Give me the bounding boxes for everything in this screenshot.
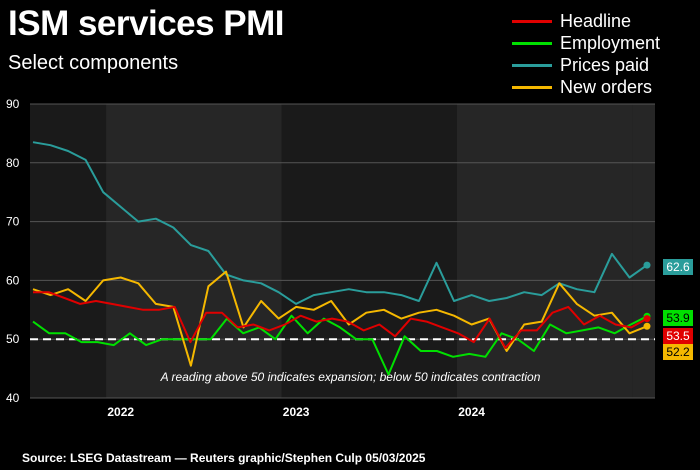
legend-item-new-orders: New orders — [512, 76, 660, 98]
legend-item-employment: Employment — [512, 32, 660, 54]
x-axis-ticks: 2022 2023 2024 — [107, 405, 485, 419]
end-label-employment: 53.9 — [666, 311, 690, 325]
y-tick-label: 60 — [6, 273, 20, 287]
y-axis-ticks: 40 50 60 70 80 90 — [6, 97, 20, 405]
legend-swatch-headline — [512, 19, 552, 23]
x-tick-label: 2022 — [107, 405, 134, 419]
year-band — [281, 104, 457, 398]
legend-label-employment: Employment — [560, 32, 661, 53]
legend-swatch-employment — [512, 41, 552, 45]
series-line-new-orders — [32, 270, 648, 367]
end-label-headline: 53.5 — [666, 329, 690, 343]
y-tick-label: 40 — [6, 391, 20, 405]
annotation-text: A reading above 50 indicates expansion; … — [160, 370, 541, 384]
y-tick-label: 80 — [6, 156, 20, 170]
y-tick-label: 90 — [6, 97, 20, 111]
legend-label-new-orders: New orders — [560, 76, 653, 97]
legend-label-prices-paid: Prices paid — [560, 54, 650, 75]
chart-subtitle: Select components — [8, 52, 179, 74]
year-band — [456, 104, 633, 398]
end-label-new-orders: 52.2 — [666, 345, 690, 359]
series-line-headline — [33, 291, 648, 349]
legend-swatch-new-orders — [512, 85, 552, 89]
end-label-box-employment — [663, 310, 693, 326]
y-tick-label: 70 — [6, 215, 20, 229]
end-label-box-new-orders — [663, 344, 693, 360]
end-label-prices-paid: 62.6 — [666, 260, 690, 274]
series-line-prices-paid — [32, 141, 648, 305]
end-labels: 62.6 53.9 53.5 52.2 — [663, 259, 693, 360]
year-band — [632, 104, 655, 398]
x-tick-label: 2023 — [283, 405, 310, 419]
series-layer — [32, 141, 651, 376]
series-endpoint-new-orders — [643, 322, 651, 330]
series-endpoint-headline — [643, 315, 651, 323]
source-credit: Source: LSEG Datastream — Reuters graphi… — [22, 451, 426, 465]
legend: Headline Employment Prices paid New orde… — [512, 10, 660, 98]
chart-title: ISM services PMI — [8, 4, 285, 43]
year-band — [33, 104, 107, 398]
legend-label-headline: Headline — [560, 10, 632, 31]
x-tick-label: 2024 — [458, 405, 485, 419]
end-label-box-prices-paid — [663, 259, 693, 275]
legend-swatch-prices-paid — [512, 63, 552, 67]
legend-item-headline: Headline — [512, 10, 660, 32]
series-endpoint-prices-paid — [643, 261, 651, 269]
series-line-employment — [32, 314, 648, 376]
legend-item-prices-paid: Prices paid — [512, 54, 660, 76]
end-label-box-headline — [663, 328, 693, 344]
y-tick-label: 50 — [6, 332, 20, 346]
year-bands — [30, 104, 655, 398]
